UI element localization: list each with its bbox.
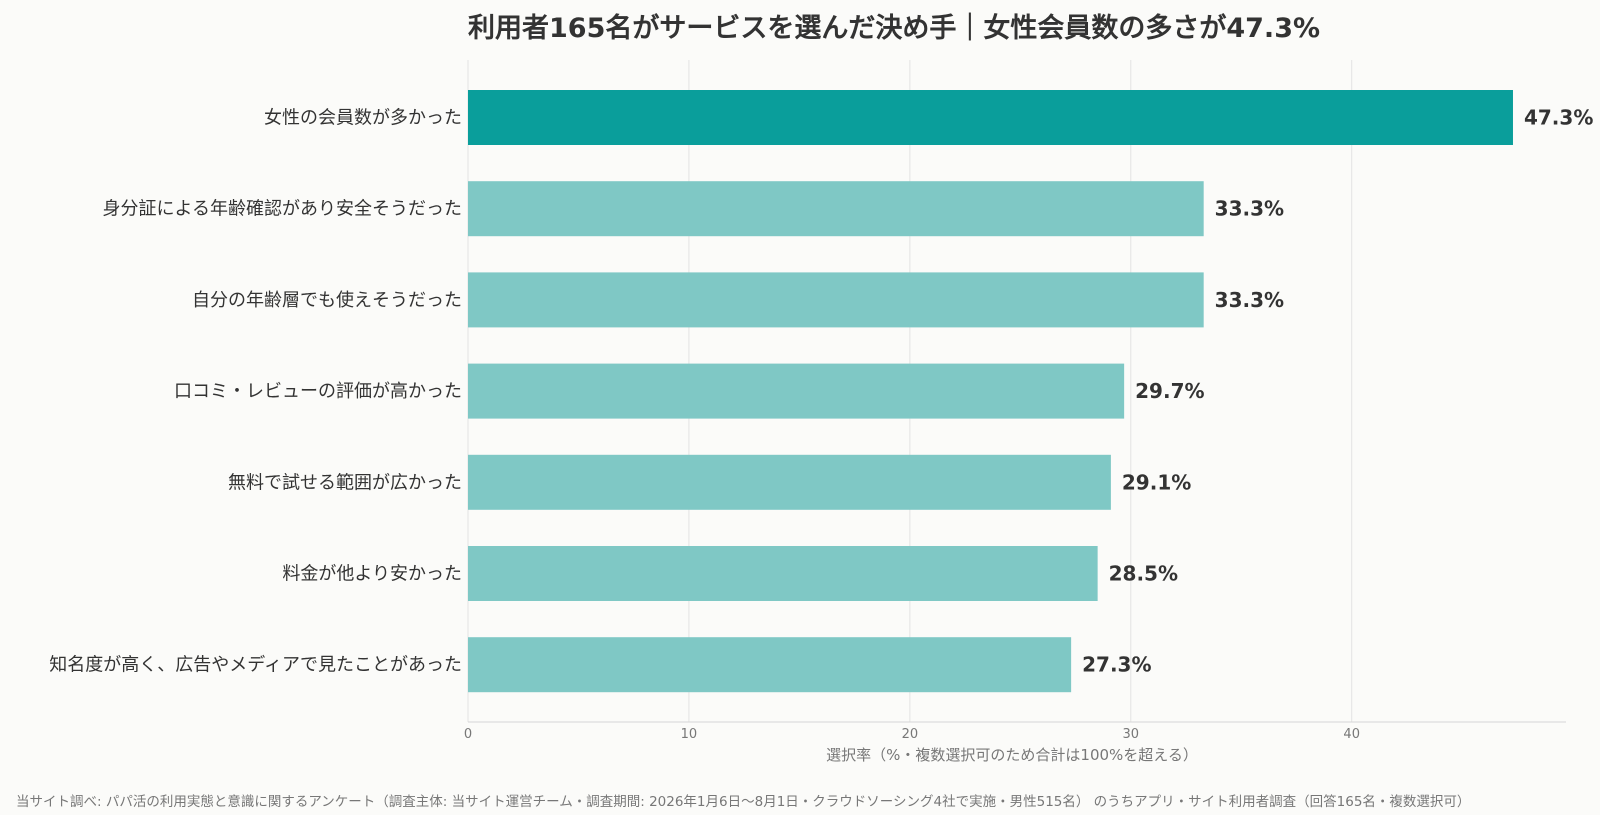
source-note: 当サイト調べ: パパ活の利用実態と意識に関するアンケート（調査主体: 当サイト運… [16, 793, 1470, 810]
bars [468, 90, 1513, 693]
category-label: 身分証による年齢確認があり安全そうだった [103, 199, 462, 220]
category-label: 口コミ・レビューの評価が高かった [174, 381, 462, 402]
category-label: 女性の会員数が多かった [264, 108, 462, 129]
value-label: 29.7% [1135, 379, 1204, 403]
x-tick-label: 0 [464, 727, 472, 742]
category-label: 知名度が高く、広告やメディアで見たことがあった [49, 655, 462, 676]
value-label: 28.5% [1109, 562, 1178, 586]
chart-title: 利用者165名がサービスを選んだ決め手｜女性会員数の多さが47.3% [468, 12, 1320, 44]
bar [468, 363, 1125, 419]
value-label: 33.3% [1215, 197, 1284, 221]
labels: 0 10 20 30 40 女性の会員数が多かった 47.3% 身分証による年齢確認があり安全… [49, 106, 1593, 743]
bar [468, 181, 1204, 237]
value-label: 29.1% [1122, 470, 1191, 494]
category-label: 無料で試せる範囲が広かった [228, 472, 462, 493]
bar [468, 637, 1072, 693]
x-axis-label: 選択率（%・複数選択可のため合計は100%を超える） [826, 746, 1198, 764]
x-tick-label: 20 [902, 727, 919, 742]
value-label: 27.3% [1082, 653, 1151, 677]
bar [468, 272, 1204, 328]
category-label: 料金が他より安かった [282, 564, 462, 585]
category-label: 自分の年齢層でも使えそうだった [192, 290, 462, 311]
x-tick-label: 30 [1123, 727, 1140, 742]
x-tick-label: 10 [681, 727, 698, 742]
value-label: 47.3% [1524, 106, 1593, 130]
x-tick-label: 40 [1343, 727, 1360, 742]
bar [468, 90, 1513, 145]
bar [468, 546, 1098, 601]
bar [468, 454, 1111, 510]
value-label: 33.3% [1215, 288, 1284, 312]
